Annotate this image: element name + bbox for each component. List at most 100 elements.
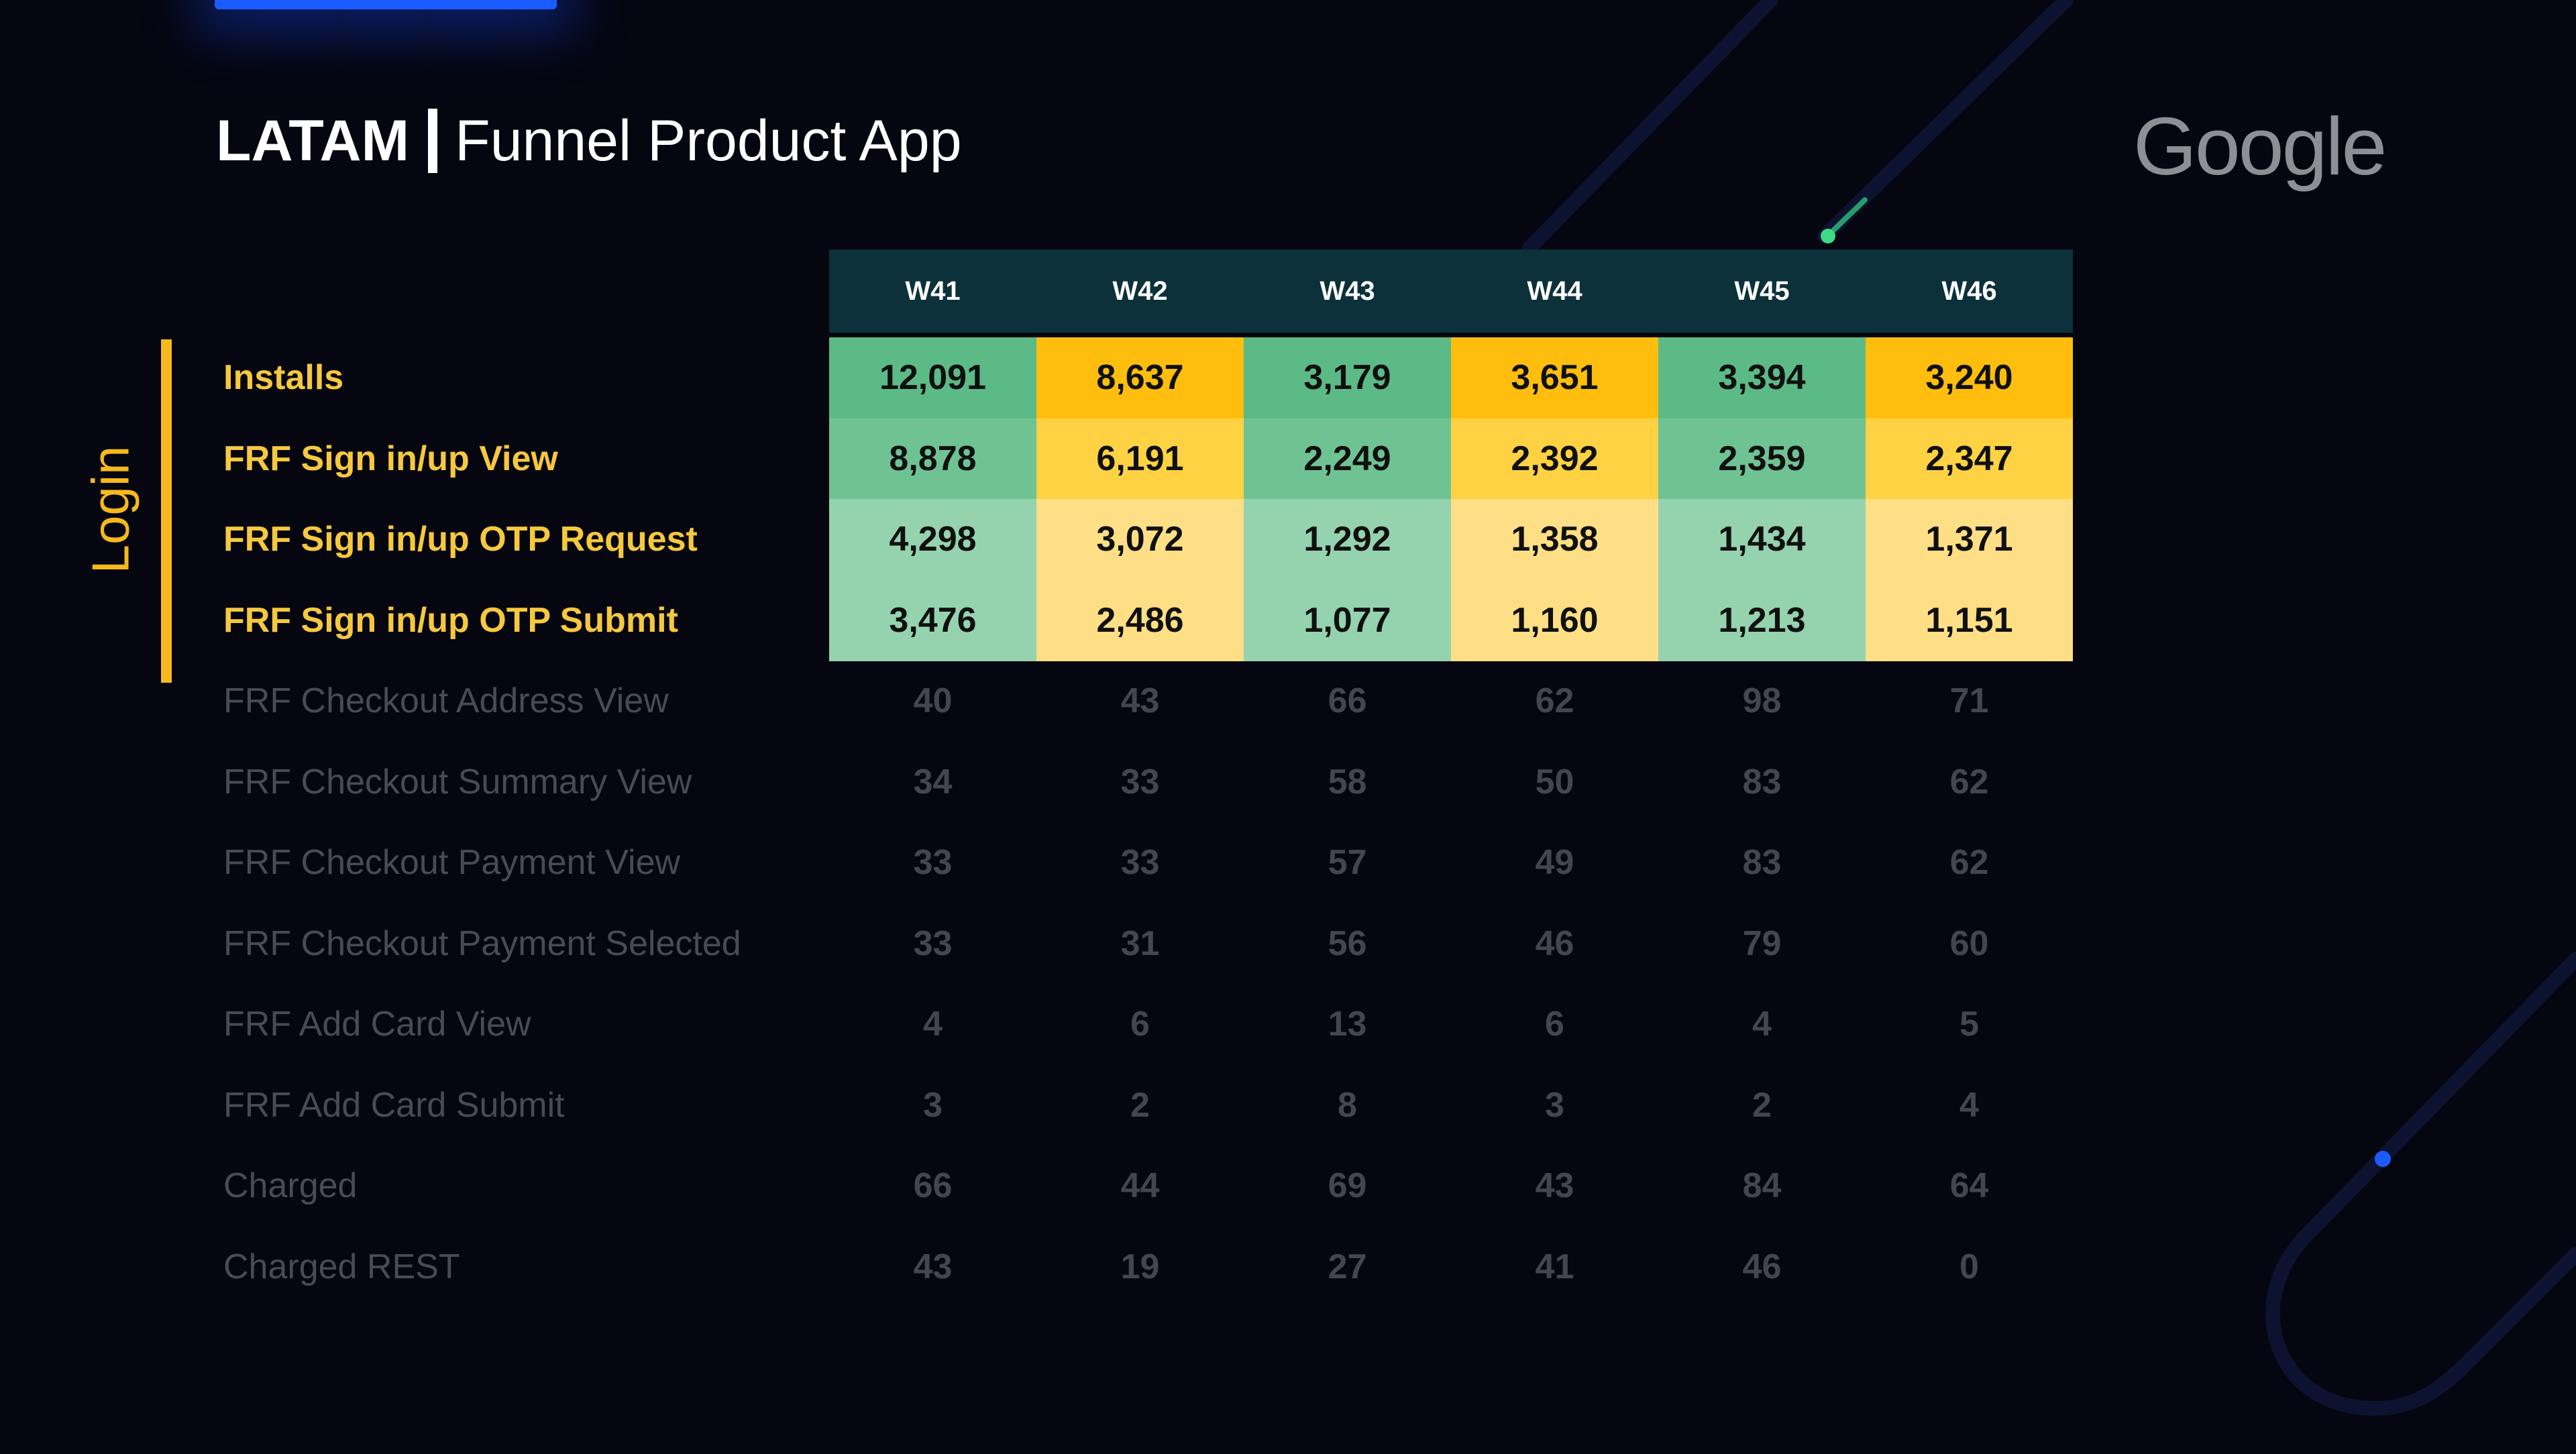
- row-label: FRF Sign in/up View: [223, 439, 558, 478]
- column-header: W41: [905, 276, 961, 306]
- table-cell: 6: [1130, 1005, 1150, 1044]
- table-cell: 40: [913, 681, 953, 720]
- table-cell: 4: [1752, 1005, 1772, 1044]
- table-cell: 8: [1338, 1085, 1357, 1125]
- decorative-green-dot: [1821, 229, 1835, 243]
- table-cell: 4: [1960, 1085, 1979, 1125]
- row-label: FRF Sign in/up OTP Request: [223, 520, 698, 559]
- login-section-label: Login: [80, 445, 140, 574]
- title-separator: [428, 109, 438, 173]
- table-cell: 43: [1120, 681, 1160, 720]
- table-cell: 1,371: [1866, 499, 2073, 581]
- table-cell: 3,394: [1658, 337, 1866, 419]
- table-cell: 56: [1328, 924, 1367, 963]
- table-cell: 49: [1535, 843, 1574, 882]
- row-label: FRF Checkout Address View: [223, 681, 669, 720]
- table-cell: 64: [1949, 1166, 1989, 1205]
- decorative-arc-line: [1522, 0, 1778, 256]
- row-label: FRF Add Card Submit: [223, 1085, 565, 1125]
- title-region: LATAM: [216, 108, 410, 173]
- table-header-bar: [829, 249, 2073, 333]
- table-cell: 5: [1960, 1005, 1979, 1044]
- table-cell: 2,249: [1244, 418, 1451, 500]
- table-cell: 6,191: [1036, 418, 1244, 500]
- table-cell: 83: [1742, 843, 1782, 882]
- row-label: FRF Checkout Payment Selected: [223, 924, 741, 963]
- table-cell: 1,292: [1244, 499, 1451, 581]
- top-accent-bar: [215, 0, 557, 9]
- table-cell: 2,486: [1036, 579, 1244, 661]
- column-header: W44: [1527, 276, 1582, 306]
- table-cell: 84: [1742, 1166, 1782, 1205]
- table-cell: 13: [1328, 1005, 1367, 1044]
- table-cell: 33: [1120, 843, 1160, 882]
- table-cell: 41: [1535, 1247, 1574, 1286]
- column-header: W46: [1941, 276, 1997, 306]
- table-cell: 6: [1545, 1005, 1564, 1044]
- table-cell: 46: [1535, 924, 1574, 963]
- table-cell: 98: [1742, 681, 1782, 720]
- table-cell: 1,358: [1451, 499, 1658, 581]
- row-label: Installs: [223, 358, 344, 397]
- table-cell: 1,434: [1658, 499, 1866, 581]
- table-cell: 3: [1545, 1085, 1564, 1125]
- table-cell: 66: [1328, 681, 1367, 720]
- table-cell: 2,359: [1658, 418, 1866, 500]
- title-subject: Funnel Product App: [455, 108, 962, 173]
- table-cell: 1,077: [1244, 579, 1451, 661]
- table-cell: 8,637: [1036, 337, 1244, 419]
- table-cell: 62: [1535, 681, 1574, 720]
- table-cell: 1,160: [1451, 579, 1658, 661]
- decorative-glow-streak: [1823, 197, 1868, 240]
- table-cell: 2,347: [1866, 418, 2073, 500]
- table-cell: 19: [1120, 1247, 1160, 1286]
- table-cell: 46: [1742, 1247, 1782, 1286]
- table-cell: 33: [1120, 762, 1160, 801]
- row-label: FRF Checkout Summary View: [223, 762, 692, 801]
- page-title: LATAM Funnel Product App: [216, 101, 962, 181]
- row-label: Charged: [223, 1166, 358, 1205]
- table-cell: 69: [1328, 1166, 1367, 1205]
- table-cell: 43: [913, 1247, 953, 1286]
- table-cell: 4,298: [829, 499, 1036, 581]
- table-cell: 50: [1535, 762, 1574, 801]
- table-cell: 33: [913, 924, 953, 963]
- table-cell: 1,151: [1866, 579, 2073, 661]
- column-header: W42: [1112, 276, 1168, 306]
- table-cell: 8,878: [829, 418, 1036, 500]
- table-cell: 62: [1949, 843, 1989, 882]
- table-cell: 0: [1960, 1247, 1979, 1286]
- decorative-diagonal-line: [1817, 0, 2074, 243]
- google-logo: Google: [2133, 101, 2387, 192]
- row-label: Charged REST: [223, 1247, 460, 1286]
- table-cell: 31: [1120, 924, 1160, 963]
- row-label: FRF Sign in/up OTP Submit: [223, 600, 678, 640]
- column-header: W45: [1734, 276, 1790, 306]
- table-cell: 60: [1949, 924, 1989, 963]
- table-cell: 3,476: [829, 579, 1036, 661]
- row-label: FRF Add Card View: [223, 1005, 531, 1044]
- decorative-loop-line: [2265, 952, 2576, 1416]
- table-cell: 43: [1535, 1166, 1574, 1205]
- row-label: FRF Checkout Payment View: [223, 843, 681, 882]
- table-cell: 3,240: [1866, 337, 2073, 419]
- table-cell: 44: [1120, 1166, 1160, 1205]
- table-cell: 3,179: [1244, 337, 1451, 419]
- decorative-blue-dot: [2375, 1151, 2391, 1167]
- table-cell: 34: [913, 762, 953, 801]
- table-cell: 2: [1752, 1085, 1772, 1125]
- login-section-bar: [161, 339, 172, 683]
- table-cell: 2: [1130, 1085, 1150, 1125]
- table-cell: 71: [1949, 681, 1989, 720]
- table-cell: 66: [913, 1166, 953, 1205]
- column-header: W43: [1320, 276, 1375, 306]
- table-cell: 3,651: [1451, 337, 1658, 419]
- table-cell: 3,072: [1036, 499, 1244, 581]
- table-cell: 62: [1949, 762, 1989, 801]
- table-cell: 79: [1742, 924, 1782, 963]
- table-cell: 2,392: [1451, 418, 1658, 500]
- table-cell: 4: [923, 1005, 943, 1044]
- table-cell: 58: [1328, 762, 1367, 801]
- table-cell: 83: [1742, 762, 1782, 801]
- table-cell: 3: [923, 1085, 943, 1125]
